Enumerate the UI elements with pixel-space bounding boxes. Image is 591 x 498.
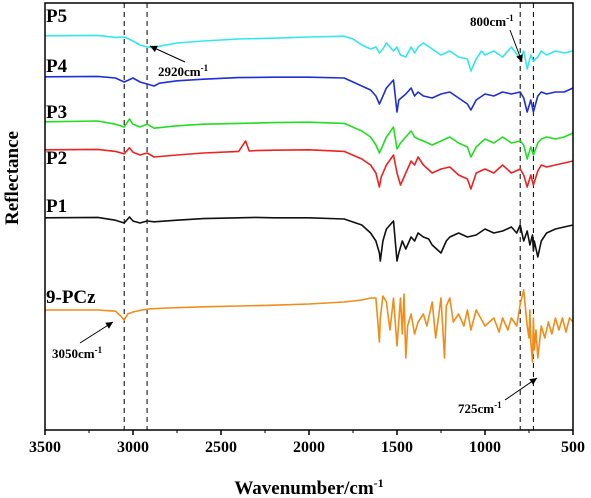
y-axis-title: Reflectance	[2, 131, 23, 225]
x-axis-title: Wavenumber/cm-1	[234, 476, 383, 498]
annotation-2920: 2920cm-1	[158, 63, 209, 79]
annotation-800: 800cm-1	[470, 13, 514, 29]
annotation-superscript: -1	[201, 63, 209, 73]
series-line-p5	[44, 34, 574, 72]
annotation-arrowhead	[105, 322, 113, 329]
series-line-p3	[44, 118, 574, 160]
series-label-p5: P5	[46, 6, 67, 27]
x-tick-label-1000: 1000	[469, 439, 501, 456]
series-group	[44, 34, 574, 363]
annotation-arrowhead	[529, 378, 537, 385]
annotation-text: 2920cm	[158, 64, 201, 79]
annotation-text: 725cm	[458, 401, 494, 416]
series-label-p2: P2	[46, 148, 67, 169]
series-label-p3: P3	[46, 102, 67, 123]
series-label-p1: P1	[46, 196, 67, 217]
x-tick-label-1500: 1500	[381, 439, 413, 456]
annotation-text: 800cm	[470, 14, 506, 29]
annotation-superscript: -1	[494, 400, 502, 410]
x-axis-ticks: 3500 3000 2500 2000 1500 1000 500	[29, 430, 585, 456]
series-label-p4: P4	[46, 56, 68, 77]
reference-lines	[123, 3, 534, 430]
series-line-p2	[44, 140, 574, 190]
annotation-arrowhead	[516, 54, 523, 62]
series-line-9-pcz	[45, 289, 574, 363]
x-tick-label-2000: 2000	[293, 439, 325, 456]
x-tick-label-500: 500	[561, 439, 585, 456]
annotation-arrowhead	[150, 45, 158, 53]
annotation-725: 725cm-1	[458, 400, 502, 416]
x-tick-label-3000: 3000	[117, 439, 149, 456]
series-line-p4	[44, 75, 574, 113]
x-tick-label-2500: 2500	[205, 439, 237, 456]
series-labels: P5 P4 P3 P2 P1 9-PCz	[46, 6, 96, 308]
x-tick-label-3500: 3500	[29, 439, 61, 456]
annotation-text: 3050cm	[52, 346, 95, 361]
annotation-3050: 3050cm-1	[52, 345, 103, 361]
series-label-9-pcz: 9-PCz	[46, 287, 96, 308]
annotation-superscript: -1	[95, 345, 103, 355]
annotation-superscript: -1	[506, 13, 514, 23]
series-line-p1	[44, 216, 574, 262]
x-axis-title-superscript: -1	[374, 476, 384, 490]
x-axis-title-text: Wavenumber/cm	[234, 478, 373, 498]
